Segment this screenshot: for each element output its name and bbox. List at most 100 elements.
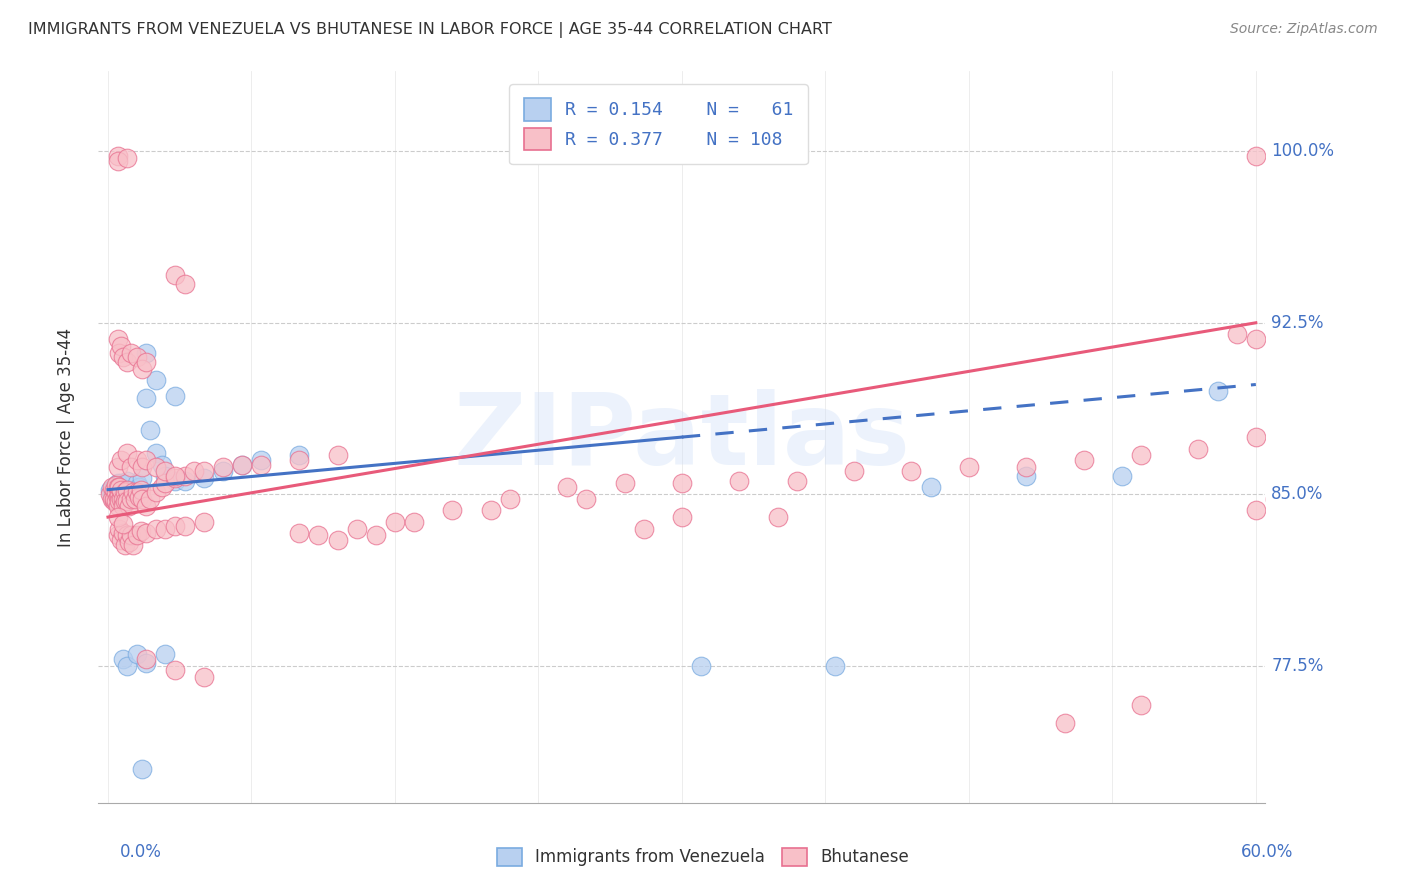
Point <box>110 475 132 490</box>
Point <box>112 350 135 364</box>
Point <box>107 484 129 499</box>
Legend: R = 0.154    N =   61, R = 0.377    N = 108: R = 0.154 N = 61, R = 0.377 N = 108 <box>509 84 808 164</box>
Point <box>108 494 131 508</box>
Point <box>110 338 132 352</box>
Point <box>288 453 311 467</box>
Point <box>633 521 655 535</box>
Point <box>173 469 195 483</box>
Point <box>1130 448 1153 462</box>
Point <box>107 490 129 504</box>
Point <box>110 453 132 467</box>
Point <box>163 474 186 488</box>
Point <box>125 350 148 364</box>
Text: 60.0%: 60.0% <box>1241 843 1294 861</box>
Point <box>139 423 162 437</box>
Point <box>150 458 173 472</box>
Point <box>107 149 129 163</box>
Text: 0.0%: 0.0% <box>120 843 162 861</box>
Point <box>173 277 195 291</box>
Point <box>1264 491 1286 506</box>
Point <box>163 268 186 282</box>
Point <box>231 458 253 472</box>
Point <box>145 446 167 460</box>
Point <box>131 361 153 376</box>
Point <box>135 453 157 467</box>
Point <box>107 459 129 474</box>
Point <box>114 484 136 499</box>
Point <box>104 494 127 508</box>
Text: Source: ZipAtlas.com: Source: ZipAtlas.com <box>1230 22 1378 37</box>
Point <box>101 484 124 499</box>
Point <box>128 490 150 504</box>
Point <box>114 491 136 506</box>
Point <box>139 491 162 506</box>
Text: ZIPatlas: ZIPatlas <box>454 389 910 485</box>
Point <box>112 499 135 513</box>
Point <box>163 471 186 485</box>
Point <box>120 345 142 359</box>
Point <box>135 391 157 405</box>
Text: IMMIGRANTS FROM VENEZUELA VS BHUTANESE IN LABOR FORCE | AGE 35-44 CORRELATION CH: IMMIGRANTS FROM VENEZUELA VS BHUTANESE I… <box>28 22 832 38</box>
Point <box>107 480 129 494</box>
Point <box>107 499 129 513</box>
Point <box>1226 327 1249 342</box>
Point <box>98 483 121 497</box>
Point <box>786 474 808 488</box>
Point <box>108 480 131 494</box>
Point <box>135 657 157 671</box>
Point <box>118 535 141 549</box>
Point <box>108 487 131 501</box>
Point <box>110 484 132 499</box>
Point <box>110 491 132 506</box>
Point <box>131 459 153 474</box>
Point <box>1244 332 1267 346</box>
Point <box>613 475 636 490</box>
Point <box>104 487 127 501</box>
Point <box>104 484 127 499</box>
Point <box>104 478 127 492</box>
Point <box>404 515 426 529</box>
Point <box>118 487 141 501</box>
Point <box>131 491 153 506</box>
Point <box>193 515 215 529</box>
Point <box>824 658 846 673</box>
Point <box>115 491 138 506</box>
Point <box>103 491 125 506</box>
Point <box>120 528 142 542</box>
Point <box>120 484 142 499</box>
Point <box>103 483 125 497</box>
Point <box>125 453 148 467</box>
Point <box>115 658 138 673</box>
Point <box>115 494 138 508</box>
Point <box>173 474 195 488</box>
Point <box>307 528 329 542</box>
Point <box>1130 698 1153 712</box>
Point <box>1073 453 1095 467</box>
Point <box>173 519 195 533</box>
Point <box>114 494 136 508</box>
Point <box>114 484 136 499</box>
Point <box>98 487 121 501</box>
Point <box>135 652 157 666</box>
Point <box>108 345 131 359</box>
Point <box>384 515 406 529</box>
Point <box>193 471 215 485</box>
Point <box>101 490 124 504</box>
Point <box>121 537 143 551</box>
Point <box>326 448 349 462</box>
Point <box>110 533 132 547</box>
Point <box>671 475 693 490</box>
Point <box>163 389 186 403</box>
Point <box>364 528 387 542</box>
Point <box>125 475 148 490</box>
Point <box>193 670 215 684</box>
Point <box>108 487 131 501</box>
Point <box>124 491 146 506</box>
Point <box>155 464 177 478</box>
Point <box>163 469 186 483</box>
Point <box>107 475 129 490</box>
Point <box>103 491 125 506</box>
Text: 85.0%: 85.0% <box>1271 485 1323 503</box>
Point <box>104 494 127 508</box>
Point <box>690 658 713 673</box>
